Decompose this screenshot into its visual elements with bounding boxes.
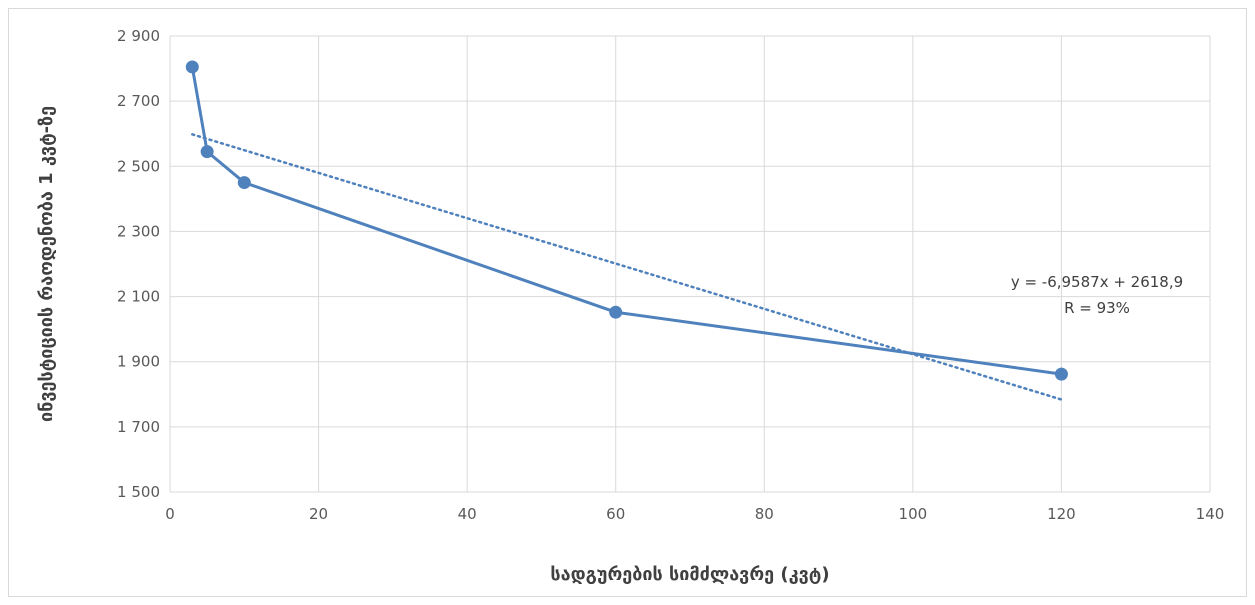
x-tick-label: 60 [606, 505, 625, 523]
x-tick-label: 20 [309, 505, 328, 523]
trendline-line [191, 133, 1063, 401]
data-point [237, 176, 251, 190]
trendline-r-label: R = 93% [1064, 299, 1130, 317]
x-tick-label: 120 [1047, 505, 1076, 523]
chart-area [8, 8, 1247, 597]
x-tick-label: 100 [899, 505, 928, 523]
x-axis-ticks: 0 20 40 60 80 100 120 140 [165, 505, 1224, 523]
x-tick-label: 0 [165, 505, 175, 523]
y-axis-title: ინვესტიციის რაოდენობა 1 კვტ-ზე [36, 106, 57, 422]
y-tick-label: 2 500 [117, 157, 160, 175]
y-tick-label: 1 500 [117, 483, 160, 501]
data-series [185, 60, 1068, 381]
x-tick-label: 40 [458, 505, 477, 523]
series-line [190, 66, 1062, 376]
y-tick-label: 2 300 [117, 222, 160, 240]
data-point [1054, 367, 1068, 381]
y-tick-label: 2 700 [117, 92, 160, 110]
data-point [200, 145, 214, 159]
y-tick-label: 2 100 [117, 288, 160, 306]
trendline [191, 133, 1063, 401]
y-tick-label: 2 900 [117, 27, 160, 45]
data-point [185, 60, 199, 74]
x-tick-label: 80 [755, 505, 774, 523]
trendline-equation-label: y = -6,9587x + 2618,9 [1011, 273, 1183, 291]
grid-lines [169, 35, 1211, 493]
x-tick-label: 140 [1196, 505, 1225, 523]
y-tick-label: 1 900 [117, 353, 160, 371]
y-axis-ticks: 1 500 1 700 1 900 2 100 2 300 2 500 2 700 2 900 [117, 27, 160, 501]
x-axis-title: სადგურების სიმძლავრე (კვტ) [550, 564, 829, 585]
data-point [609, 305, 623, 319]
y-tick-label: 1 700 [117, 418, 160, 436]
